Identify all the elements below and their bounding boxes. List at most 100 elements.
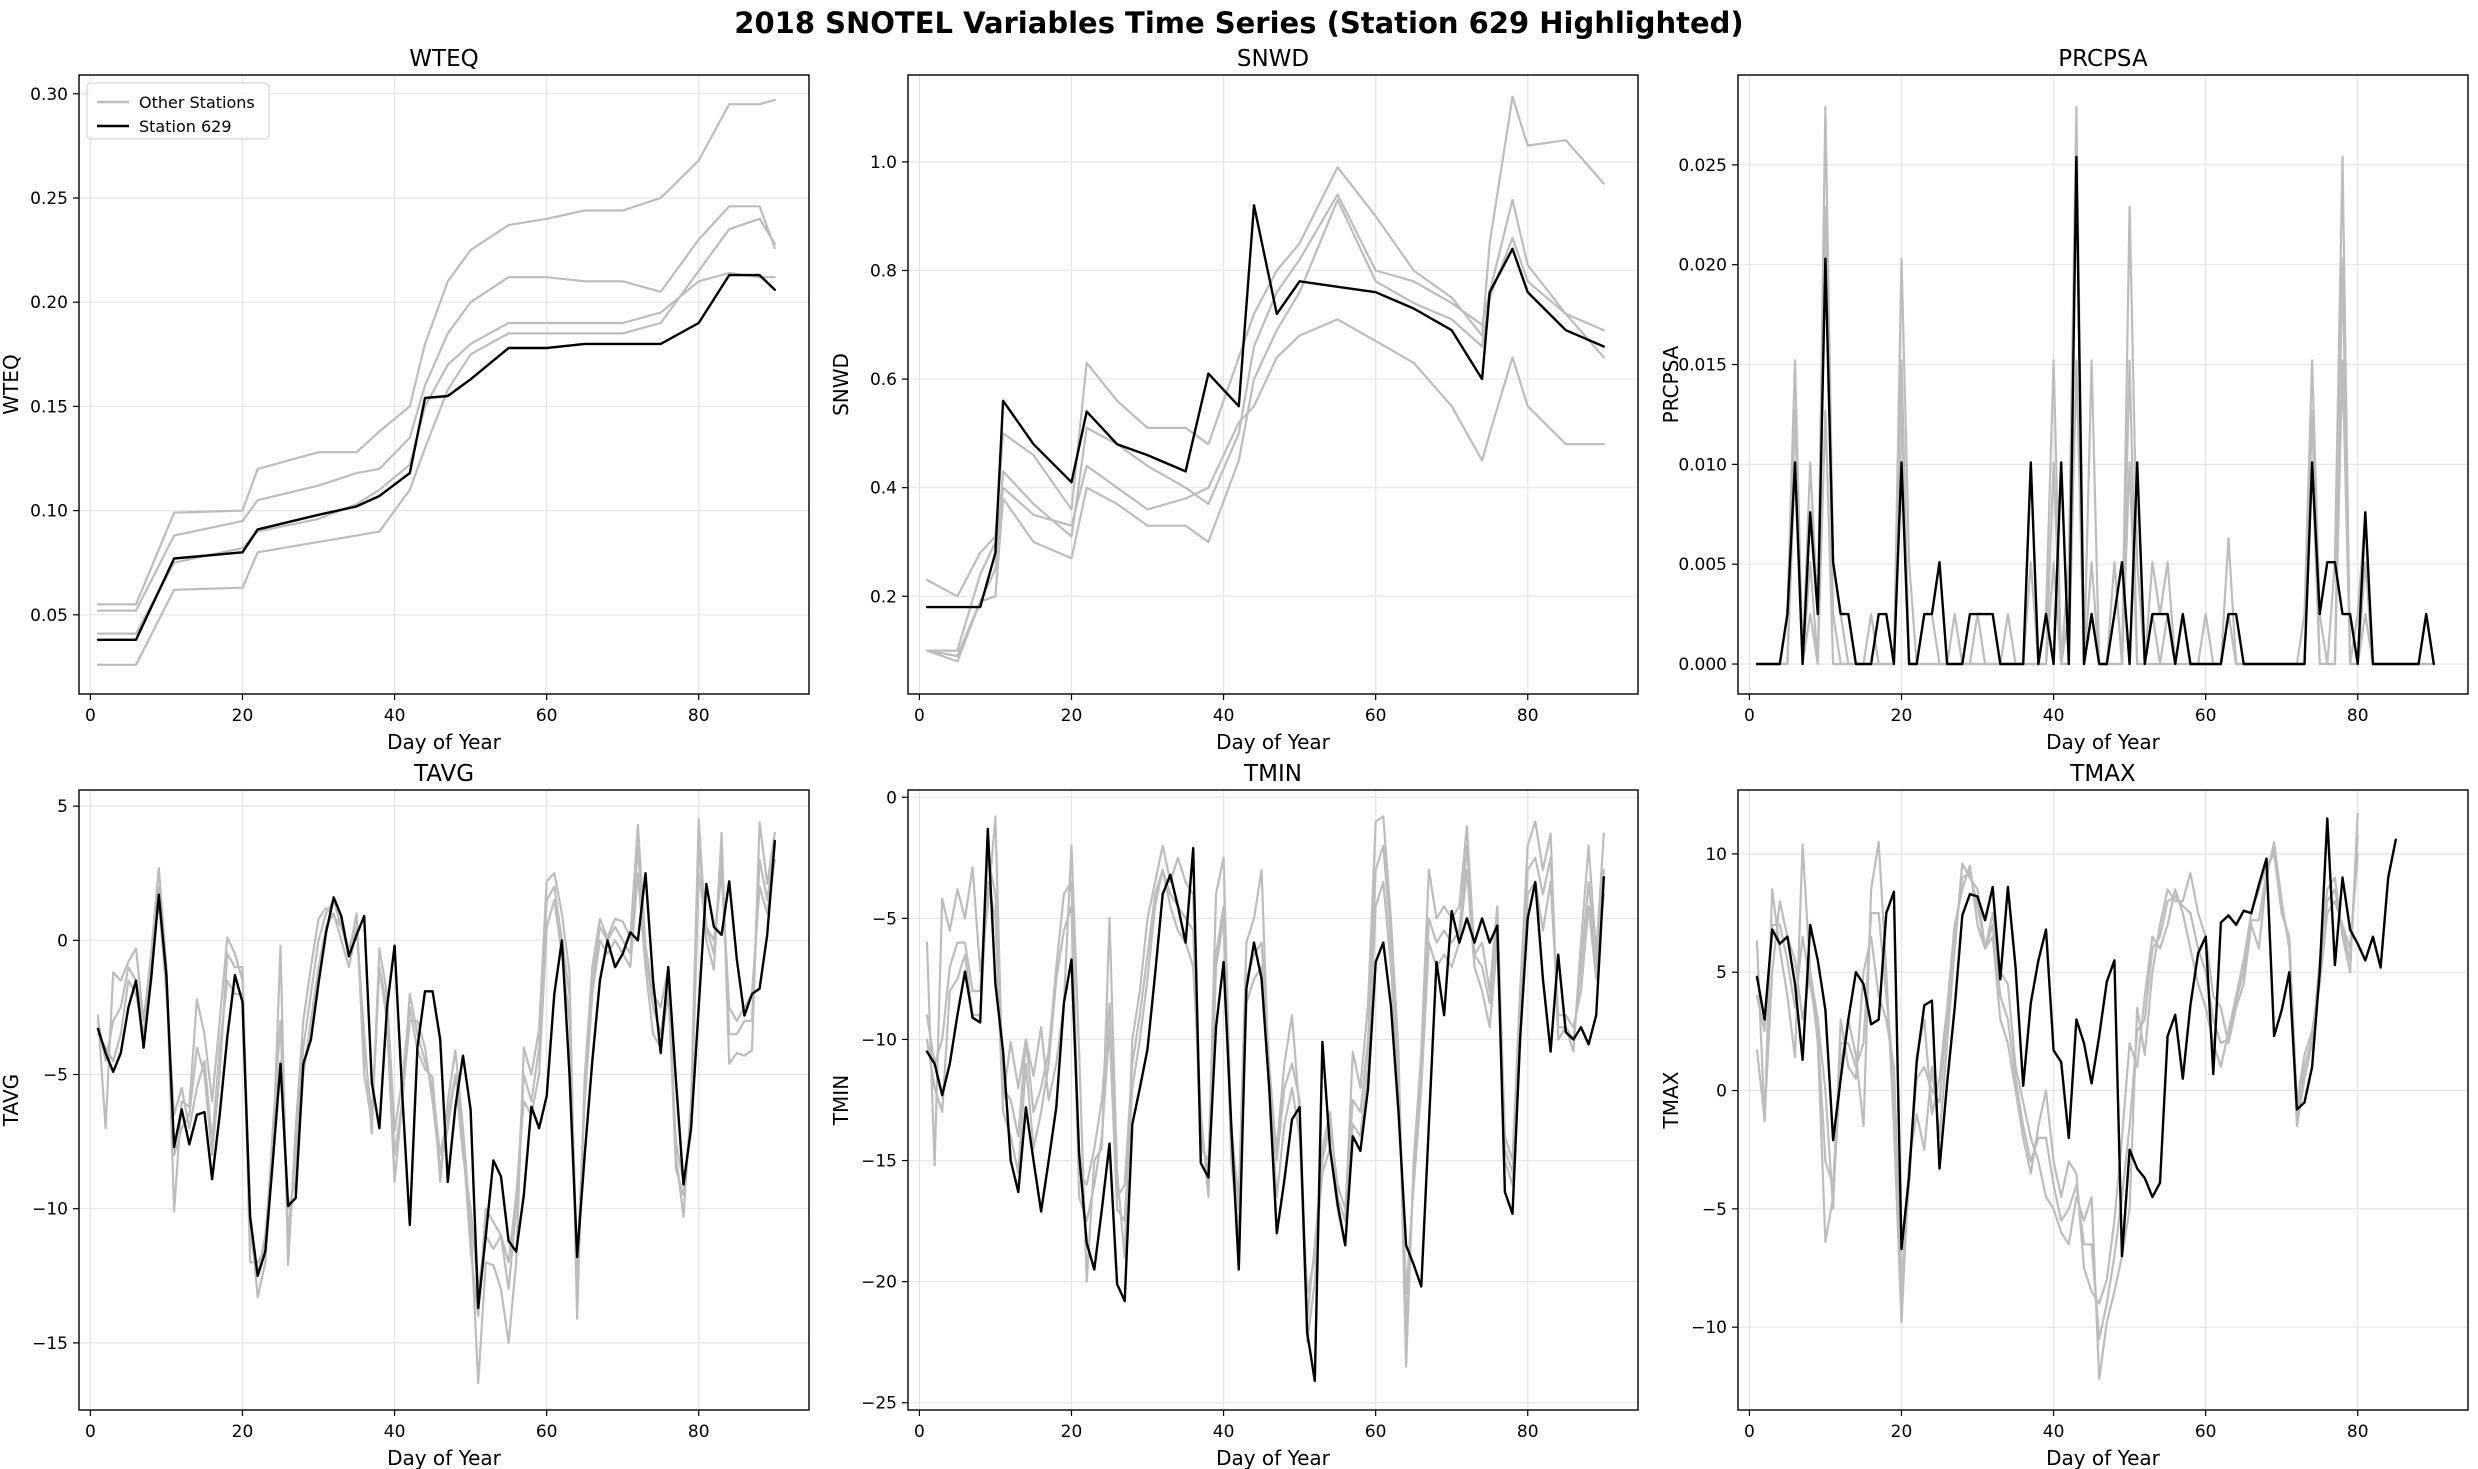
x-tick-label: 60: [536, 1422, 558, 1442]
y-tick-label: 0.25: [30, 189, 68, 209]
series-line-station-629: [925, 204, 1606, 609]
series-line-station-629: [925, 827, 1606, 1383]
subplot-title: TMAX: [2069, 761, 2136, 787]
subplot-title: TMIN: [1243, 761, 1302, 787]
subplot-title: TAVG: [413, 761, 474, 787]
y-tick-label: 1.0: [870, 153, 897, 173]
y-axis-label: TMIN: [829, 1075, 853, 1126]
y-tick-label: 0.025: [1678, 156, 1727, 176]
series-group: [96, 98, 776, 666]
x-tick-label: 60: [1365, 1422, 1387, 1442]
x-tick-label: 40: [1213, 706, 1235, 726]
x-tick-label: 40: [384, 706, 406, 726]
axes-frame: [907, 74, 1639, 695]
y-axis-label: PRCPSA: [1659, 345, 1683, 423]
x-axis-label: Day of Year: [387, 730, 502, 754]
legend-label: Station 629: [139, 117, 232, 136]
series-line-station-629: [1755, 817, 2398, 1258]
subplot-title: WTEQ: [409, 46, 478, 72]
x-tick-label: 80: [1517, 1422, 1539, 1442]
x-tick-label: 0: [1744, 706, 1755, 726]
x-tick-label: 40: [2043, 1422, 2065, 1442]
subplot-snwd: 0 20 40 60 80 0.2 0.4 0.6 0.8 1.0 SNWD Day of Year S…: [829, 46, 1639, 754]
y-axis-label: WTEQ: [0, 354, 23, 414]
y-tick-label: 0: [57, 931, 68, 951]
x-tick-label: 0: [1744, 1422, 1755, 1442]
x-tick-label: 20: [1061, 706, 1083, 726]
axes-frame: [907, 789, 1639, 1411]
y-tick-label: −5: [43, 1066, 68, 1086]
x-tick-label: 20: [1891, 706, 1913, 726]
y-tick-label: 0.20: [30, 293, 68, 313]
series-line-other-station-2: [1755, 852, 2359, 1305]
axes-frame: [78, 74, 810, 695]
y-tick-label: 0.10: [30, 502, 68, 522]
y-tick-label: 10: [1705, 845, 1727, 865]
axes-frame: [1737, 74, 2469, 695]
series-line-other-station-1: [96, 98, 776, 606]
y-tick-label: 0.010: [1678, 455, 1727, 475]
subplot-tmax: 0 20 40 60 80 −10 −5 0 5 10 TMAX Day of Year TMAX: [1659, 761, 2469, 1469]
series-line-station-629: [1755, 155, 2436, 666]
x-tick-label: 60: [2195, 706, 2217, 726]
x-tick-label: 80: [2347, 706, 2369, 726]
y-tick-label: 0.005: [1678, 555, 1727, 575]
figure-title: 2018 SNOTEL Variables Time Series (Stati…: [734, 6, 1743, 40]
series-group: [925, 95, 1606, 663]
series-line-other-station-1: [925, 95, 1605, 598]
x-tick-label: 0: [85, 1422, 96, 1442]
x-tick-label: 60: [1365, 706, 1387, 726]
x-tick-label: 20: [1891, 1422, 1913, 1442]
y-tick-label: 5: [1716, 963, 1727, 983]
y-tick-label: −20: [861, 1273, 897, 1293]
x-tick-label: 20: [232, 706, 254, 726]
subplot-title: SNWD: [1237, 46, 1309, 72]
y-tick-label: 0.020: [1678, 256, 1727, 276]
y-tick-label: 0.000: [1678, 655, 1727, 675]
series-line-other-station-1: [1755, 105, 2435, 666]
x-tick-label: 20: [232, 1422, 254, 1442]
x-tick-label: 0: [85, 706, 96, 726]
y-axis-label: TMAX: [1659, 1071, 1683, 1129]
subplot-title: PRCPSA: [2058, 46, 2148, 72]
legend-box: [86, 82, 270, 140]
x-axis-label: Day of Year: [1216, 730, 1331, 754]
y-tick-label: −5: [1702, 1200, 1727, 1220]
y-tick-label: −10: [32, 1200, 68, 1220]
x-tick-label: 60: [2195, 1422, 2217, 1442]
x-tick-label: 80: [688, 706, 710, 726]
y-tick-label: 0.8: [870, 261, 897, 281]
x-tick-label: 80: [2347, 1422, 2369, 1442]
y-tick-label: 0.15: [30, 397, 68, 417]
series-line-other-station-3: [96, 217, 776, 666]
y-tick-label: 5: [57, 797, 68, 817]
y-tick-label: 0.6: [870, 370, 897, 390]
x-tick-label: 80: [688, 1422, 710, 1442]
x-tick-label: 60: [536, 706, 558, 726]
axes-frame: [78, 789, 810, 1411]
series-line-other-station-3: [925, 844, 1605, 1332]
x-axis-label: Day of Year: [387, 1446, 502, 1469]
series-line-other-station-4: [96, 271, 776, 635]
subplot-wteq: 0 20 40 60 80 0.05 0.10 0.15 0.20 0.25 0.30 WTEQ Day…: [0, 46, 810, 754]
series-group: [925, 815, 1606, 1383]
series-group: [1755, 812, 2398, 1381]
series-group: [96, 818, 776, 1385]
y-tick-label: −15: [32, 1334, 68, 1354]
subplot-tmin: 0 20 40 60 80 −25 −20 −15 −10 −5 0 TMIN Day of Year T…: [829, 761, 1639, 1469]
y-tick-label: −15: [861, 1152, 897, 1172]
x-tick-label: 40: [2043, 706, 2065, 726]
series-line-other-station-4: [925, 318, 1605, 652]
y-tick-label: 0.4: [870, 479, 897, 499]
x-axis-label: Day of Year: [2046, 1446, 2161, 1469]
y-tick-label: −5: [872, 909, 897, 929]
series-line-station-629: [96, 273, 776, 641]
x-axis-label: Day of Year: [2046, 730, 2161, 754]
y-axis-label: SNWD: [829, 353, 853, 416]
subplot-tavg: 0 20 40 60 80 −15 −10 −5 0 5 TAVG Day of Year TAVG: [0, 761, 810, 1469]
series-group: [1755, 105, 2436, 666]
legend-label: Other Stations: [139, 93, 255, 112]
series-line-other-station-3: [1755, 833, 2359, 1341]
subplot-prcpsa: 0 20 40 60 80 0.000 0.005 0.010 0.015 0.020 0.025 P…: [1659, 46, 2469, 754]
x-tick-label: 0: [914, 706, 925, 726]
